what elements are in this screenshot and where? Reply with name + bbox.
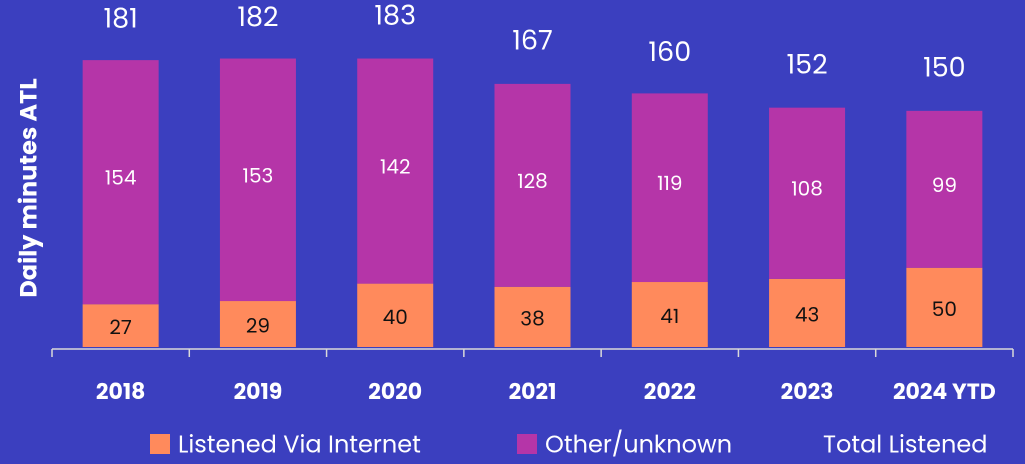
total-label: 182: [237, 0, 278, 36]
y-axis-label: Daily minutes ATL: [13, 78, 46, 297]
data-label: 128: [517, 167, 548, 195]
data-label: 27: [109, 313, 131, 341]
total-label: 167: [512, 23, 553, 60]
data-label: 108: [791, 175, 823, 203]
data-label: 119: [657, 169, 682, 197]
x-tick-label: 2022: [644, 376, 696, 407]
legend-swatch: [517, 434, 537, 454]
total-label: 160: [648, 34, 691, 71]
x-tick-label: 2024 YTD: [893, 376, 996, 407]
data-label: 29: [246, 312, 270, 340]
bar-segment: [769, 278, 846, 347]
bar-segment: [219, 301, 296, 347]
bar-segment: [82, 60, 159, 305]
legend-label: Listened Via Internet: [178, 429, 421, 462]
bar-segment: [357, 283, 434, 347]
x-tick-label: 2023: [781, 376, 834, 407]
data-label: 154: [105, 164, 137, 192]
data-label: 50: [932, 295, 957, 323]
bar-segment: [769, 107, 846, 279]
total-label: 183: [374, 0, 416, 34]
total-label: 150: [923, 50, 966, 87]
bar-segment: [357, 58, 434, 284]
total-label: 152: [787, 46, 828, 83]
data-label: 99: [932, 171, 957, 199]
x-tick-label: 2018: [96, 376, 145, 407]
legend-swatch: [150, 434, 170, 454]
x-tick-label: 2019: [234, 376, 283, 407]
bar-segment: [906, 110, 983, 268]
data-label: 153: [243, 161, 274, 189]
data-label: 40: [383, 303, 408, 331]
legend-label: Other/unknown: [545, 429, 732, 462]
bar-segment: [631, 93, 708, 283]
total-label: 181: [103, 1, 137, 38]
bar-segment: [82, 304, 159, 347]
bar-segment: [631, 282, 708, 347]
bar-segment: [494, 286, 571, 347]
x-tick-label: 2020: [368, 376, 422, 407]
data-label: 142: [380, 153, 410, 181]
data-label: 38: [520, 304, 544, 332]
data-label: 43: [795, 300, 819, 328]
bar-segment: [219, 58, 296, 302]
x-tick-label: 2021: [509, 376, 557, 407]
data-label: 41: [660, 302, 679, 330]
bar-segment: [906, 267, 983, 347]
legend-label: Total Listened: [823, 429, 988, 462]
bar-segment: [494, 83, 571, 287]
